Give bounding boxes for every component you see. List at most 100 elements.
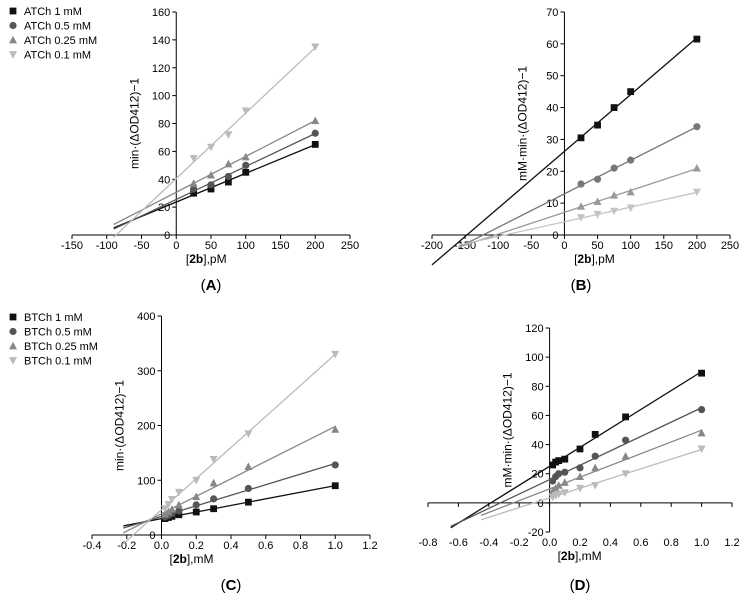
x-tick-label: 0.6 — [633, 537, 648, 549]
data-point — [207, 181, 215, 189]
y-tick-label: 100 — [137, 475, 155, 487]
data-point — [192, 501, 200, 509]
y-axis-label: min·(ΔOD412)−1 — [113, 380, 127, 471]
legend-marker — [9, 51, 17, 59]
x-tick-label: 200 — [306, 240, 324, 252]
legend-marker — [9, 35, 17, 44]
series-3 — [113, 116, 320, 226]
x-tick-label: 100 — [237, 240, 255, 252]
x-tick-label: -200 — [421, 240, 443, 252]
x-tick-label: 150 — [271, 240, 289, 252]
data-point — [164, 500, 173, 509]
data-point — [164, 507, 173, 516]
panel-label: (D) — [570, 577, 591, 594]
y-tick-label: 0 — [149, 530, 155, 542]
data-point — [175, 507, 183, 515]
data-point — [627, 88, 635, 96]
data-point — [244, 430, 253, 438]
fit-line — [113, 120, 316, 226]
y-tick-label: 0 — [164, 230, 170, 242]
y-tick-label: 200 — [137, 421, 155, 433]
data-point — [210, 495, 218, 503]
y-axis-label: mM·min·(ΔOD412)−1 — [501, 372, 515, 487]
series-2 — [123, 461, 339, 529]
series-1 — [123, 482, 339, 527]
data-point — [331, 482, 339, 490]
y-axis-label: mM·min·(ΔOD412)−1 — [515, 66, 529, 181]
data-point — [190, 185, 198, 193]
data-point — [622, 436, 630, 444]
series-4 — [113, 43, 320, 238]
data-point — [174, 488, 183, 497]
y-tick-label: 160 — [152, 7, 170, 19]
data-point — [610, 104, 618, 111]
data-point — [591, 430, 599, 438]
y-axis-label: min·(ΔOD412)−1 — [127, 78, 141, 169]
data-point — [692, 163, 701, 172]
fit-line — [458, 126, 698, 249]
data-point — [209, 478, 218, 487]
data-point — [207, 170, 215, 179]
x-tick-label: 50 — [591, 240, 603, 252]
x-tick-label: -50 — [523, 240, 539, 252]
series-3 — [458, 163, 701, 248]
data-point — [698, 406, 706, 414]
data-point — [577, 202, 585, 210]
y-tick-label: 140 — [152, 35, 170, 47]
data-point — [224, 178, 232, 186]
data-point — [698, 369, 705, 377]
data-point — [576, 445, 584, 453]
y-tick-label: 300 — [137, 366, 155, 378]
data-point — [174, 500, 183, 509]
series-3 — [122, 425, 340, 534]
data-point — [190, 189, 198, 197]
legend-marker — [9, 327, 17, 336]
x-tick-label: -0.8 — [419, 537, 438, 549]
data-point — [576, 472, 584, 481]
fit-line — [458, 167, 698, 248]
series-4 — [122, 350, 340, 545]
series-4 — [458, 188, 701, 246]
x-tick-label: 0.2 — [572, 537, 587, 549]
series-1 — [431, 35, 701, 266]
x-tick-label: 1.0 — [328, 540, 343, 552]
data-point — [561, 468, 569, 476]
x-tick-label: 200 — [688, 240, 706, 252]
data-point — [331, 350, 340, 359]
data-point — [621, 452, 630, 460]
x-tick-label: 0.0 — [154, 540, 169, 552]
panel-label: (A) — [201, 277, 222, 294]
x-tick-label: 0.4 — [603, 537, 618, 549]
fit-line — [113, 143, 316, 229]
data-point — [577, 134, 585, 142]
fit-line — [123, 485, 336, 527]
data-point — [175, 511, 183, 519]
data-point — [554, 481, 563, 489]
panel-c: -0.4 -0.2 0.0 0.2 0.4 0.6 0.8 1.0 1.2 0 100 200 300 4… — [9, 311, 378, 594]
data-point — [593, 210, 602, 219]
data-point — [331, 425, 340, 433]
y-tick-label: 100 — [525, 352, 543, 364]
series-3 — [480, 428, 706, 516]
data-point — [610, 207, 619, 216]
legend-label: ATCh 1 mM — [24, 6, 82, 18]
y-tick-label: 20 — [546, 166, 558, 178]
data-point — [577, 180, 585, 188]
fit-line — [122, 425, 336, 534]
x-tick-label: 0.4 — [223, 540, 238, 552]
data-point — [591, 452, 599, 460]
y-tick-label: 50 — [546, 71, 558, 83]
data-point — [692, 188, 701, 197]
data-point — [311, 129, 319, 137]
x-tick-label: 150 — [655, 240, 673, 252]
data-point — [160, 505, 169, 513]
data-point — [167, 496, 176, 504]
legend-label: ATCh 0.1 mM — [24, 50, 91, 62]
panel-label: (C) — [221, 577, 242, 594]
data-point — [560, 489, 569, 497]
data-point — [224, 159, 233, 168]
x-tick-label: 0 — [173, 240, 179, 252]
data-point — [331, 461, 339, 469]
x-tick-label: 250 — [721, 240, 739, 252]
